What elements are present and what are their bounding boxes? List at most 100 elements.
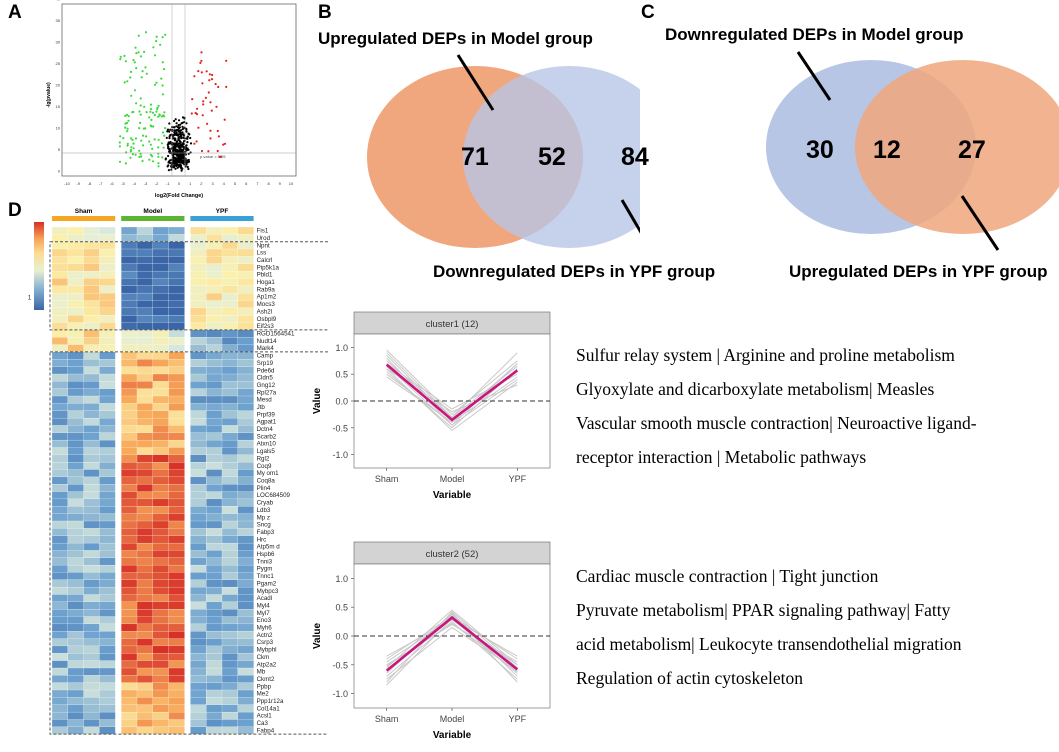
heatmap-cell [121, 550, 138, 559]
heatmap-cell [206, 278, 223, 287]
heatmap-cell [221, 447, 239, 456]
heatmap-cell [206, 535, 223, 544]
heatmap-cell [136, 557, 154, 566]
volcano-y-tick: 15 [56, 104, 61, 109]
volcano-point-down [159, 43, 162, 46]
volcano-point-up [191, 98, 194, 101]
heatmap-cell [152, 476, 169, 485]
heatmap-cell [190, 248, 207, 257]
heatmap-cell [136, 520, 154, 529]
heatmap-cell [99, 579, 116, 588]
heatmap-cell [83, 704, 100, 713]
heatmap-cell [237, 359, 254, 367]
heatmap-cell [121, 454, 138, 463]
heatmap-cell [221, 234, 239, 243]
heatmap-cell [152, 586, 169, 595]
heatmap-cell [221, 491, 239, 500]
heatmap-cell [152, 425, 169, 434]
heatmap-cell [51, 616, 69, 625]
heatmap-cell [83, 337, 100, 345]
heatmap-cell [190, 660, 207, 669]
volcano-points [118, 31, 228, 172]
heatmap-cell [190, 550, 207, 559]
volcano-point-ns [177, 155, 180, 158]
heatmap-cell [237, 322, 254, 331]
volcano-point-down [161, 131, 165, 134]
heatmap-cell [168, 476, 185, 485]
heatmap-cell [152, 432, 169, 441]
heatmap-cell [121, 388, 138, 397]
volcano-point-ns [168, 122, 171, 125]
heatmap-cell [190, 484, 207, 492]
heatmap-cell [83, 322, 100, 331]
heatmap-cell [221, 520, 239, 529]
heatmap-cell [121, 425, 138, 434]
heatmap-cell [190, 564, 207, 573]
heatmap-cell [190, 403, 207, 412]
heatmap-cell [99, 462, 116, 470]
heatmap-cell [121, 476, 138, 485]
heatmap-cell [136, 300, 154, 309]
heatmap-cell [136, 697, 154, 706]
volcano-point-down [127, 115, 130, 118]
pathway-line: Pyruvate metabolism| PPAR signaling path… [576, 600, 951, 620]
heatmap-cell [237, 594, 254, 603]
heatmap-gene-label: Hspb6 [257, 551, 275, 558]
heatmap-cell [83, 623, 100, 632]
volcano-point-ns [168, 137, 171, 140]
heatmap-cell [121, 226, 138, 235]
heatmap-cell [67, 601, 84, 610]
heatmap-cell [99, 381, 116, 389]
volcano-point-ns [179, 143, 182, 146]
heatmap-cell [121, 623, 138, 632]
heatmap-cell [99, 675, 116, 683]
volcano-point-ns [180, 160, 183, 163]
heatmap-cell [237, 719, 254, 728]
heatmap-cell [221, 241, 239, 250]
heatmap-cell [221, 572, 239, 581]
heatmap-cell [221, 263, 239, 272]
heatmap-legend-bar [34, 222, 44, 310]
heatmap-cell [136, 226, 154, 235]
pathway-line: Regulation of actin cytoskeleton [576, 668, 803, 688]
heatmap-gene-label: Fabp4 [257, 727, 275, 734]
volcano-point-ns [182, 148, 185, 151]
heatmap-cell [51, 359, 69, 367]
volcano-point-down [118, 141, 121, 144]
volcano-point-down [149, 103, 153, 106]
heatmap-cell [190, 535, 207, 544]
panel-label-c: C [641, 2, 655, 23]
heatmap-cell [168, 719, 185, 728]
heatmap-cell [121, 528, 138, 536]
heatmap-cell [221, 388, 239, 397]
heatmap-cell [168, 337, 185, 345]
heatmap-cell [99, 270, 116, 279]
heatmap-cell [237, 476, 254, 485]
heatmap-cell [152, 645, 169, 654]
heatmap-cell [136, 248, 154, 257]
chart-title: cluster1 (12) [426, 319, 479, 330]
volcano-point-ns [180, 135, 183, 138]
heatmap-cell [136, 609, 154, 617]
heatmap-cell [168, 623, 185, 632]
volcano-point-ns [174, 144, 177, 147]
volcano-point-down [124, 162, 127, 165]
heatmap-cell [190, 307, 207, 316]
heatmap-cell [67, 682, 84, 691]
heatmap-cell [51, 403, 69, 412]
heatmap-cell [190, 234, 207, 243]
heatmap-cell [83, 506, 100, 514]
heatmap-cell [136, 469, 154, 478]
volcano-point-ns [182, 134, 185, 137]
heatmap-cell [51, 601, 69, 610]
heatmap-cell [136, 579, 154, 588]
heatmap-cell [206, 572, 223, 581]
volcano-x-tick: -1 [166, 181, 170, 186]
heatmap-cell [206, 520, 223, 529]
heatmap-cell [51, 609, 69, 617]
heatmap-cell [221, 550, 239, 559]
volcano-point-up [217, 85, 220, 89]
volcano-point-up [190, 112, 193, 115]
heatmap-cell [136, 366, 154, 375]
volcano-point-down [132, 147, 135, 150]
